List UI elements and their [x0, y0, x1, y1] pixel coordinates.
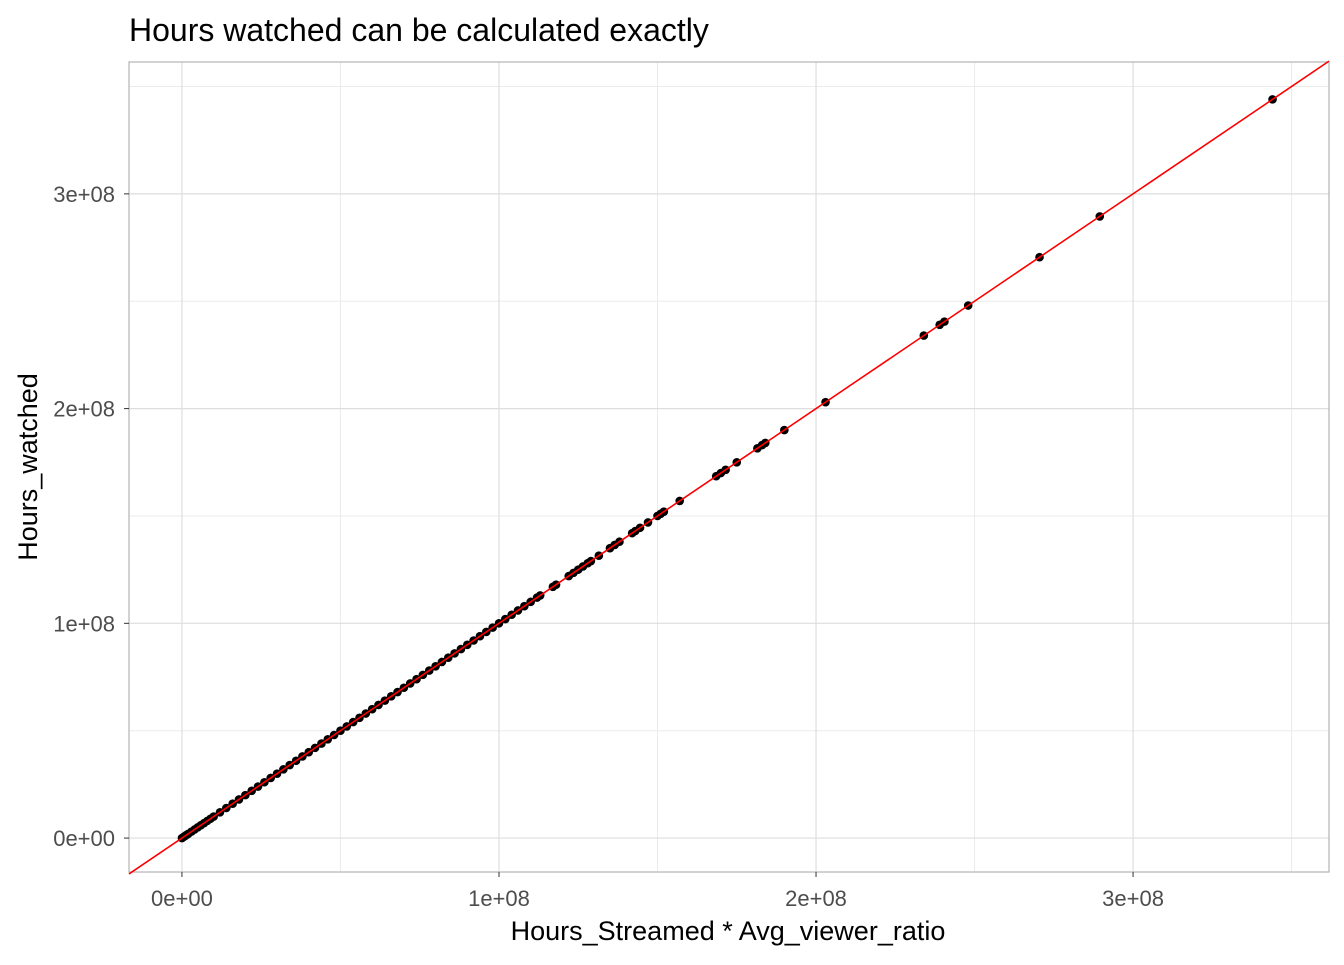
y-axis: 0e+00 1e+08 2e+08 3e+08: [53, 182, 129, 851]
y-tick-label: 2e+08: [53, 397, 115, 422]
y-axis-label: Hours_watched: [13, 373, 43, 561]
x-tick-label: 2e+08: [785, 886, 847, 911]
reference-line: [128, 60, 1330, 875]
x-tick-label: 1e+08: [468, 886, 530, 911]
x-axis-label: Hours_Streamed * Avg_viewer_ratio: [511, 916, 946, 946]
reference-line-group: [128, 60, 1330, 875]
x-tick-label: 3e+08: [1102, 886, 1164, 911]
x-axis: 0e+00 1e+08 2e+08 3e+08: [151, 872, 1164, 911]
y-tick-label: 0e+00: [53, 826, 115, 851]
y-tick-label: 3e+08: [53, 182, 115, 207]
grid: [129, 62, 1329, 872]
chart-title: Hours watched can be calculated exactly: [129, 12, 709, 48]
plot-border: [128, 61, 1330, 873]
y-tick-label: 1e+08: [53, 611, 115, 636]
x-tick-label: 0e+00: [151, 886, 213, 911]
